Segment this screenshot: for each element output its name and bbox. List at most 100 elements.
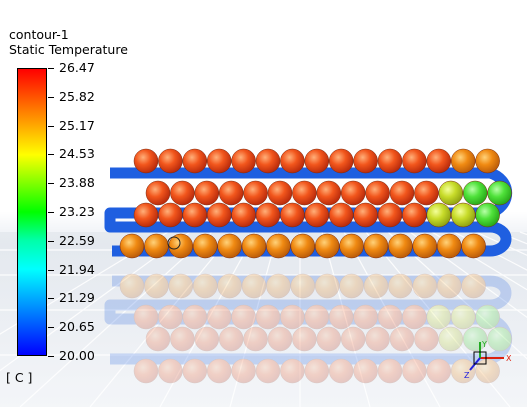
sphere-particle	[377, 148, 403, 174]
sphere-particle	[304, 148, 330, 174]
colorbar-tick-label: 26.47	[59, 60, 95, 75]
sphere-particle	[192, 273, 218, 299]
sphere-particle	[340, 326, 366, 352]
sphere-particle	[231, 202, 256, 228]
sphere-particle	[182, 304, 208, 330]
sphere-particle	[402, 358, 427, 384]
sphere-particle	[292, 326, 317, 352]
sphere-particle	[475, 304, 500, 330]
sphere-particle	[388, 233, 413, 259]
colorbar-tick-mark	[48, 154, 54, 156]
sphere-particle	[353, 304, 378, 330]
colorbar-gradient	[17, 68, 47, 356]
sphere-particle	[231, 304, 256, 330]
colorbar-tick-label: 25.17	[59, 117, 95, 133]
colorbar-tick-mark	[48, 183, 54, 185]
sphere-particle	[241, 273, 267, 299]
sphere-particle	[255, 304, 281, 330]
floor-grid-line	[19, 231, 213, 407]
sphere-particle	[290, 233, 316, 259]
sphere-particle	[436, 273, 462, 299]
sphere-particle	[168, 273, 194, 299]
colorbar-tick-mark	[48, 327, 54, 329]
sphere-particle	[255, 202, 281, 228]
sphere-particle	[304, 202, 330, 228]
sphere-particle	[450, 304, 476, 330]
sphere-particle	[182, 202, 208, 228]
colorbar-units: [ C ]	[6, 370, 33, 385]
sphere-particle	[353, 202, 378, 228]
sphere-particle	[194, 180, 220, 206]
x-axis-label: X	[506, 354, 512, 363]
sphere-particle	[450, 202, 476, 228]
sphere-particle	[182, 358, 208, 384]
colorbar-tick-label: 21.94	[59, 261, 95, 277]
sphere-particle	[402, 148, 427, 174]
sphere-particle	[304, 304, 330, 330]
sphere-particle	[192, 233, 218, 259]
sphere-particle	[158, 148, 183, 174]
z-axis-label: Z	[464, 371, 470, 380]
sphere-particle	[133, 202, 159, 228]
sphere-particle	[412, 273, 438, 299]
sphere-particle	[231, 358, 256, 384]
sphere-particle	[218, 326, 244, 352]
sphere-particle	[206, 304, 232, 330]
sphere-particle	[438, 326, 464, 352]
sphere-particle	[243, 180, 268, 206]
sphere-particle	[426, 148, 452, 174]
sphere-particle	[217, 233, 242, 259]
floor-grid-line	[431, 231, 527, 291]
sphere-particle	[206, 358, 232, 384]
sphere-particle	[328, 148, 354, 174]
sphere-particle	[475, 148, 500, 174]
floor-grid-line	[409, 231, 527, 319]
colorbar-tick-label: 20.65	[59, 319, 95, 335]
sphere-particle	[170, 326, 195, 352]
sphere-particle	[133, 304, 159, 330]
sphere-particle	[402, 304, 427, 330]
colorbar-tick-mark	[48, 125, 54, 127]
sphere-particle	[119, 233, 145, 259]
colorbar-tick-mark	[48, 96, 54, 98]
floor-grid-line	[453, 231, 527, 271]
sphere-particle	[426, 304, 452, 330]
colorbar-tick-label: 25.82	[59, 88, 95, 104]
axis-triad-icon[interactable]: X Y Z	[462, 340, 512, 380]
sphere-particle	[412, 233, 438, 259]
probe-marker-icon	[167, 236, 181, 250]
colorbar-tick-label: 23.88	[59, 175, 95, 191]
sphere-particle	[402, 202, 427, 228]
sphere-particle	[158, 202, 183, 228]
sphere-particle	[267, 326, 293, 352]
sphere-particle	[304, 358, 330, 384]
sphere-particle	[414, 180, 439, 206]
sphere-particle	[243, 326, 268, 352]
sphere-particle	[339, 233, 364, 259]
sphere-particle	[182, 148, 208, 174]
colorbar-tick-mark	[48, 240, 54, 242]
colorbar-tick-mark	[48, 269, 54, 271]
sphere-particle	[462, 180, 488, 206]
colorbar-tick-mark	[48, 212, 54, 213]
sphere-particle	[241, 233, 267, 259]
sphere-particle	[314, 273, 340, 299]
sphere-particle	[339, 273, 364, 299]
sphere-particle	[461, 273, 486, 299]
sphere-particle	[158, 304, 183, 330]
sphere-particle	[255, 148, 281, 174]
colorbar-tick-label: 23.23	[59, 204, 95, 219]
colorbar-tick-label: 24.53	[59, 146, 95, 162]
colorbar-tick-label: 21.29	[59, 290, 95, 306]
sphere-particle	[218, 180, 244, 206]
colorbar-tick-label: 20.00	[59, 348, 95, 363]
sphere-particle	[389, 326, 415, 352]
sphere-particle	[377, 304, 403, 330]
sphere-particle	[328, 202, 354, 228]
sphere-particle	[388, 273, 413, 299]
sphere-particle	[461, 233, 486, 259]
sphere-particle	[340, 180, 366, 206]
sphere-particle	[266, 273, 291, 299]
